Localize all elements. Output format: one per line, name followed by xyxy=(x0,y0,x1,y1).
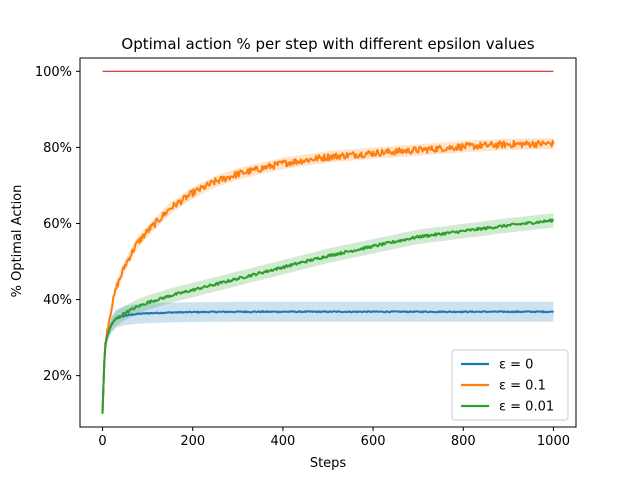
x-tick-label: 1000 xyxy=(537,434,570,449)
y-tick-label: 100% xyxy=(35,65,72,80)
y-tick-label: 20% xyxy=(43,369,72,384)
legend-box xyxy=(451,349,569,421)
x-tick-label: 200 xyxy=(180,434,205,449)
x-tick-label: 0 xyxy=(98,434,106,449)
plot-area: 0 200 400 600 800 1000 20% 40% 60% 80% 100% xyxy=(35,57,577,449)
y-tick-label: 80% xyxy=(43,141,72,156)
legend-label-0: ε = 0 xyxy=(499,358,533,373)
series-line-0 xyxy=(101,310,555,414)
series-line-1 xyxy=(101,139,555,414)
y-tick-label: 40% xyxy=(43,293,72,308)
legend-label-2: ε = 0.01 xyxy=(499,400,554,415)
legend-label-1: ε = 0.1 xyxy=(499,379,546,394)
x-tick-label: 400 xyxy=(270,434,295,449)
y-axis-label: % Optimal Action xyxy=(10,185,25,298)
chart-title: Optimal action % per step with different… xyxy=(121,35,534,53)
x-tick-label: 600 xyxy=(361,434,386,449)
confidence-band-series-2 xyxy=(102,213,554,416)
x-tick-label: 800 xyxy=(451,434,476,449)
plot-frame xyxy=(79,57,577,428)
series-line-2 xyxy=(101,218,555,414)
x-axis-label: Steps xyxy=(310,456,347,471)
y-tick-label: 60% xyxy=(43,217,72,232)
legend: ε = 0 ε = 0.1 ε = 0.01 xyxy=(451,349,569,421)
